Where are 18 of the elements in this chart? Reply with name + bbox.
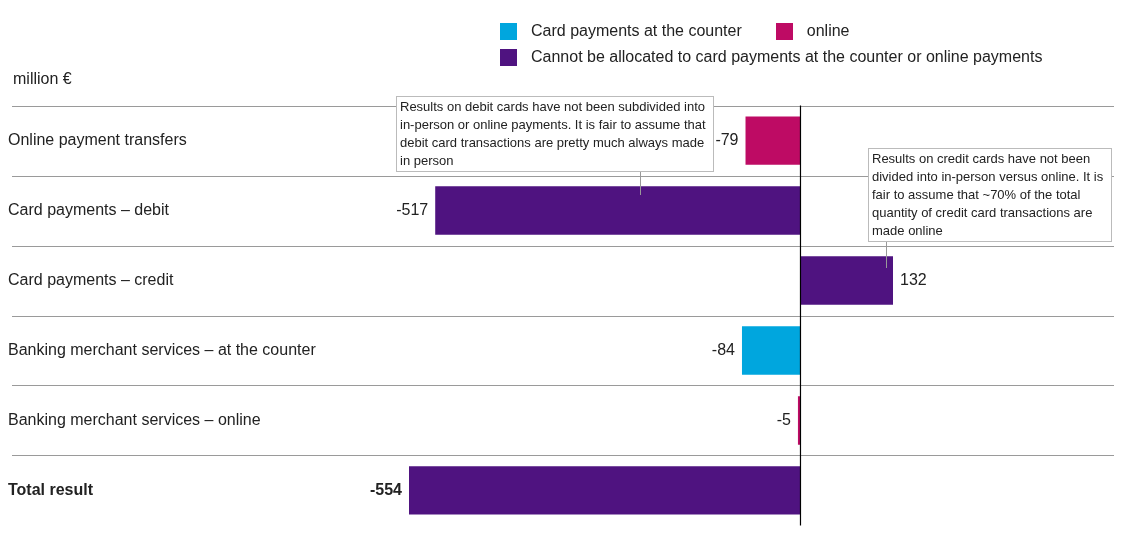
y-tick-label: Banking merchant services – at the counter — [8, 340, 317, 358]
legend-label: Cannot be allocated to card payments at the counter or online payments — [531, 48, 1043, 66]
annotation: Results on credit cards have not been divided into in-person versus online. It is fair to assume that ~70% of the total quantity of credit card transactions are made online — [868, 148, 1112, 242]
data-label: -5 — [776, 410, 792, 428]
data-label: 132 — [900, 270, 927, 288]
data-label: -517 — [396, 200, 429, 218]
y-tick-label: Banking merchant services – online — [8, 410, 261, 428]
y-tick-label: Card payments – credit — [8, 270, 174, 288]
y-tick-label: Total result — [8, 480, 94, 498]
annotation: Results on debit cards have not been subdivided into in-person or online payments. It is fair to assume that debit card transactions are pretty much always made in person — [396, 96, 714, 172]
data-label: -79 — [715, 130, 739, 148]
data-label: -554 — [369, 480, 403, 498]
y-tick-label: Card payments – debit — [8, 200, 170, 218]
legend-label: Card payments at the counter — [531, 22, 742, 40]
data-label: -84 — [711, 340, 736, 358]
legend-label: online — [806, 22, 850, 40]
y-axis-title: million € — [13, 70, 72, 88]
y-tick-label: Online payment transfers — [8, 130, 187, 148]
